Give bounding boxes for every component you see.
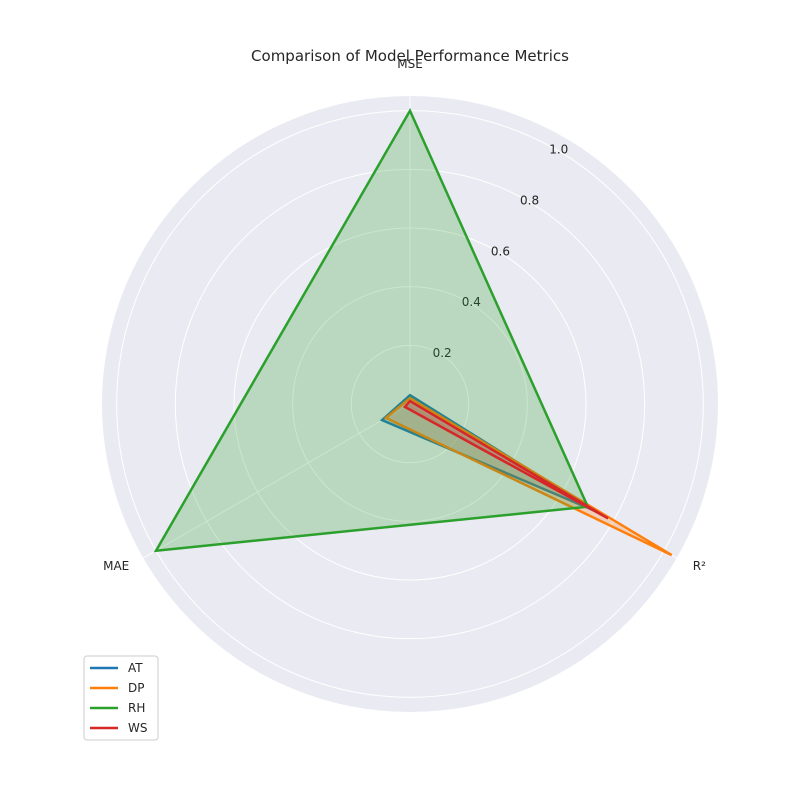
legend-label-RH: RH (128, 701, 145, 715)
series-line-DP (383, 396, 673, 557)
axis-label-2: MAE (103, 559, 129, 573)
axis-label-0: MSE (397, 57, 423, 71)
r-tick-label: 1.0 (549, 142, 568, 156)
series-DP (383, 396, 673, 557)
series-line-WS (402, 399, 609, 520)
r-tick-label: 0.4 (462, 295, 481, 309)
legend-label-AT: AT (128, 661, 143, 675)
legend-box (83, 655, 159, 741)
r-tick-label: 0.6 (491, 244, 510, 258)
legend: AT DP RH WS (83, 655, 159, 741)
legend-label-DP: DP (128, 681, 144, 695)
r-tick-label: 0.2 (433, 346, 452, 360)
spoke-2 (143, 403, 411, 559)
series-fill-RH (156, 110, 588, 551)
series-fill-DP (385, 398, 672, 556)
legend-label-WS: WS (128, 721, 147, 735)
axis-label-1: R² (693, 559, 706, 573)
series-WS (402, 399, 609, 520)
plot-area: 0.2 0.4 0.6 0.8 1.0 MSE R² MAE (102, 57, 718, 712)
r-tick-label: 0.8 (520, 193, 539, 207)
chart-title: Comparison of Model Performance Metrics (251, 47, 569, 65)
series-line-RH (153, 107, 590, 553)
series-RH (153, 107, 590, 553)
